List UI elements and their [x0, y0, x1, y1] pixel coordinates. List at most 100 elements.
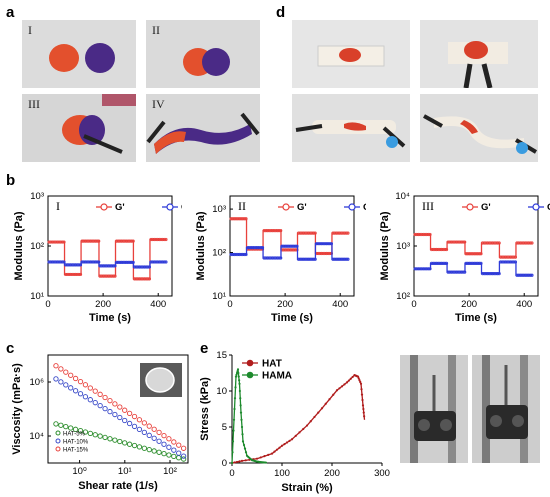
data-point: [443, 247, 447, 252]
data-point: [244, 252, 248, 257]
data-point: [126, 260, 130, 264]
data-point: [425, 232, 429, 237]
data-point: [106, 274, 110, 278]
x-tick-label: 10¹: [118, 466, 132, 477]
data-point: [176, 455, 182, 461]
data-point: [102, 434, 108, 441]
data-point: [132, 265, 137, 269]
data-point: [492, 272, 496, 276]
data-point: [503, 260, 508, 264]
chart-c: 10⁰ 10¹ 10² 10⁴ 10⁶ Shear rate (1/s) Viscosity…: [11, 354, 189, 492]
data-point: [58, 379, 64, 385]
data-point: [467, 252, 471, 256]
data-point: [306, 231, 311, 235]
data-point: [421, 267, 425, 271]
x-tick-label: 0: [229, 468, 234, 479]
data-point: [87, 260, 91, 264]
data-point: [497, 241, 501, 245]
photo-d-1: [292, 20, 410, 88]
data-point: [90, 239, 94, 243]
data-point: [232, 252, 237, 257]
legend-label: G": [363, 202, 366, 213]
data-point: [481, 241, 485, 245]
data-point: [122, 440, 128, 446]
data-point: [423, 232, 427, 237]
data-point: [505, 260, 509, 264]
data-point: [146, 277, 150, 281]
data-point: [162, 237, 166, 242]
data-point: [413, 232, 417, 237]
data-point: [75, 263, 79, 267]
data-point: [336, 231, 340, 235]
data-point: [136, 277, 140, 281]
data-point: [287, 248, 291, 252]
panel-tag: II: [238, 199, 246, 213]
data-point: [523, 273, 527, 277]
data-point: [112, 411, 118, 418]
data-point: [339, 231, 343, 235]
y-tick-label: 10²: [30, 241, 44, 252]
legend-marker: [55, 430, 61, 436]
data-point: [433, 247, 437, 252]
data-point: [117, 438, 123, 445]
data-point: [508, 255, 513, 259]
data-point: [254, 245, 258, 250]
data-point: [298, 431, 301, 434]
data-point: [420, 267, 424, 271]
data-point: [311, 231, 316, 235]
data-point: [487, 272, 491, 276]
data-point: [129, 239, 134, 243]
data-point: [57, 240, 61, 244]
data-point: [233, 461, 236, 464]
data-point: [144, 265, 148, 269]
data-point: [54, 260, 58, 264]
data-point: [59, 240, 63, 244]
data-point: [157, 237, 161, 242]
data-point: [301, 257, 306, 261]
data-point: [100, 264, 104, 268]
data-point: [237, 371, 240, 375]
data-point: [241, 252, 245, 257]
data-point: [461, 270, 465, 274]
data-point: [489, 241, 493, 245]
panel-label-b: b: [6, 172, 16, 189]
data-point: [464, 261, 468, 265]
data-point: [300, 257, 304, 261]
data-point: [141, 420, 147, 426]
data-point: [490, 241, 495, 245]
data-point: [252, 245, 256, 250]
data-point: [418, 267, 422, 271]
y-axis-label: Viscosity (mPa·s): [11, 363, 23, 455]
data-point: [85, 239, 89, 243]
legend-marker: [246, 359, 254, 367]
legend-label: G": [547, 202, 550, 213]
data-point: [102, 394, 108, 401]
data-point: [78, 272, 83, 277]
data-point: [294, 434, 297, 437]
data-point: [161, 451, 167, 457]
series-line: [231, 369, 268, 464]
data-point: [316, 242, 320, 246]
data-point: [430, 247, 434, 252]
data-point: [292, 244, 296, 248]
data-point: [360, 393, 364, 396]
data-point: [131, 260, 135, 264]
data-point: [346, 231, 350, 235]
data-point: [273, 450, 276, 453]
data-point: [234, 375, 238, 378]
data-point: [293, 248, 297, 252]
data-point: [238, 382, 241, 385]
data-point: [95, 260, 99, 264]
data-point: [474, 261, 478, 265]
data-point: [309, 420, 312, 423]
data-point: [275, 448, 279, 451]
data-point: [242, 217, 246, 221]
data-point: [229, 252, 233, 257]
data-point: [156, 237, 160, 242]
data-point: [459, 240, 463, 244]
data-point: [333, 257, 337, 261]
data-point: [142, 277, 147, 281]
data-point: [476, 252, 480, 256]
data-point: [434, 261, 439, 265]
legend-marker: [166, 203, 174, 211]
